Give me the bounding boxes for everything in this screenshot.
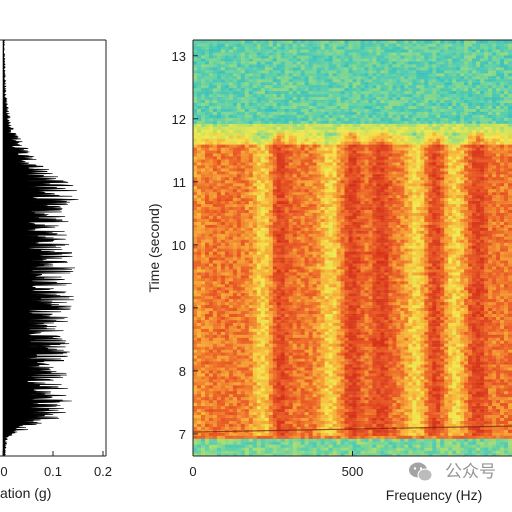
left-x-tick-label: 0.1 <box>44 464 62 479</box>
left-x-tick-label: 0.2 <box>94 464 112 479</box>
left-x-tick-label: 0 <box>0 464 7 479</box>
left-x-axis-title: ation (g) <box>0 485 51 501</box>
acceleration-trace <box>2 40 79 456</box>
left-panel: 0 0.1 0.2 ation (g) <box>0 39 112 501</box>
left-x-ticks: 0 0.1 0.2 <box>0 451 112 479</box>
spectrogram <box>193 40 512 456</box>
